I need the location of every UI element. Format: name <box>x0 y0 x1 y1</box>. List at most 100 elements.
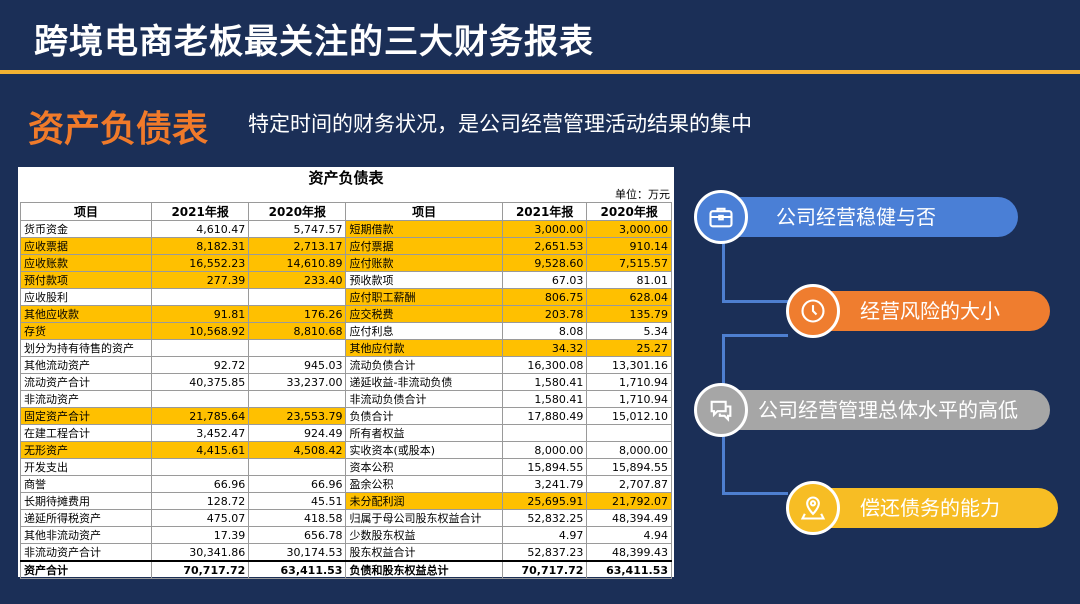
table-cell-item: 非流动负债合计 <box>345 390 503 408</box>
table-cell-value: 48,394.49 <box>586 509 672 527</box>
table-cell-value: 45.51 <box>248 492 347 510</box>
table-cell-item: 应付职工薪酬 <box>345 288 503 306</box>
table-cell-value: 52,832.25 <box>501 509 588 527</box>
table-cell-item: 预收款项 <box>345 271 503 289</box>
table-cell-value: 17,880.49 <box>501 407 588 425</box>
table-cell-value: 910.14 <box>586 237 672 255</box>
chat-icon <box>694 383 748 437</box>
table-cell-value: 81.01 <box>586 271 672 289</box>
table-cell-value: 5,747.57 <box>248 220 347 238</box>
table-cell-item: 开发支出 <box>19 458 153 476</box>
table-cell-value: 21,785.64 <box>151 407 250 425</box>
table-row: 商誉 66.96 66.96 盈余公积 3,241.79 2,707.87 <box>19 475 672 493</box>
table-cell-value: 233.40 <box>248 271 347 289</box>
point-label: 公司经营稳健与否 <box>776 205 936 229</box>
table-cell-value: 475.07 <box>151 509 250 527</box>
table-row: 递延所得税资产 475.07 418.58 归属于母公司股东权益合计 52,832.25… <box>19 509 672 527</box>
table-cell-value: 8,182.31 <box>151 237 250 255</box>
table-cell-value: 4,508.42 <box>248 441 347 459</box>
table-cell-value: 2,651.53 <box>501 237 588 255</box>
table-cell-item: 存货 <box>19 322 153 340</box>
table-cell-item: 未分配利润 <box>345 492 503 510</box>
table-cell-item: 其他应付款 <box>345 339 503 357</box>
table-cell-item: 应收票据 <box>19 237 153 255</box>
table-cell-value: 33,237.00 <box>248 373 347 391</box>
header-2021: 2021年报 <box>501 202 588 221</box>
table-cell-value: 277.39 <box>151 271 250 289</box>
table-cell-item: 股东权益合计 <box>345 543 503 562</box>
table-cell-item: 长期待摊费用 <box>19 492 153 510</box>
table-cell-value: 66.96 <box>248 475 347 493</box>
table-cell-item: 资本公积 <box>345 458 503 476</box>
table-cell-value: 5.34 <box>586 322 672 340</box>
table-cell-value: 1,710.94 <box>586 390 672 408</box>
table-cell-value: 3,000.00 <box>501 220 588 238</box>
table-cell-value: 34.32 <box>501 339 588 357</box>
table-cell-value: 15,894.55 <box>501 458 588 476</box>
table-row: 划分为持有待售的资产 其他应付款 34.32 25.27 <box>19 339 672 357</box>
table-cell-value: 1,580.41 <box>501 390 588 408</box>
table-cell-value <box>586 424 672 442</box>
table-body: 货币资金 4,610.47 5,747.57 短期借款 3,000.00 3,000.00… <box>19 220 672 579</box>
table-cell-value <box>151 458 250 476</box>
table-cell-item: 应付利息 <box>345 322 503 340</box>
header-2020: 2020年报 <box>248 202 347 221</box>
table-cell-item: 应交税费 <box>345 305 503 323</box>
table-cell-item: 应收股利 <box>19 288 153 306</box>
table-cell-value: 52,837.23 <box>501 543 588 562</box>
table-cell-value: 30,174.53 <box>248 543 347 562</box>
table-cell-value: 4.97 <box>501 526 588 544</box>
table-row: 长期待摊费用 128.72 45.51 未分配利润 25,695.91 21,792.07 <box>19 492 672 510</box>
table-header-row: 项目 2021年报 2020年报 项目 2021年报 2020年报 <box>19 202 672 221</box>
section-subtitle: 特定时间的财务状况，是公司经营管理活动结果的集中 <box>248 112 752 136</box>
connector-line <box>722 300 788 303</box>
table-cell-value: 8.08 <box>501 322 588 340</box>
point-management: 公司经营管理总体水平的高低 <box>700 390 1050 430</box>
table-cell-value: 135.79 <box>586 305 672 323</box>
table-cell-item: 货币资金 <box>19 220 153 238</box>
balance-sheet: 资产负债表 单位：万元 项目 2021年报 2020年报 项目 2021年报 2… <box>18 167 674 579</box>
table-cell-value: 3,241.79 <box>501 475 588 493</box>
table-cell-value: 945.03 <box>248 356 347 374</box>
sheet-title: 资产负债表 <box>308 169 384 187</box>
table-cell-value: 13,301.16 <box>586 356 672 374</box>
table-row: 其他应收款 91.81 176.26 应交税费 203.78 135.79 <box>19 305 672 323</box>
location-icon <box>786 481 840 535</box>
table-cell-value: 17.39 <box>151 526 250 544</box>
table-row: 无形资产 4,415.61 4,508.42 实收资本(或股本) 8,000.00 8,0… <box>19 441 672 459</box>
table-cell-item: 流动负债合计 <box>345 356 503 374</box>
table-cell-value: 1,710.94 <box>586 373 672 391</box>
table-cell-value: 8,000.00 <box>586 441 672 459</box>
table-row: 非流动资产合计 30,341.86 30,174.53 股东权益合计 52,837.23… <box>19 543 672 562</box>
table-cell-value: 9,528.60 <box>501 254 588 272</box>
table-cell-value: 66.96 <box>151 475 250 493</box>
table-cell-item: 所有者权益 <box>345 424 503 442</box>
table-cell-value: 3,452.47 <box>151 424 250 442</box>
balance-sheet-table: 项目 2021年报 2020年报 项目 2021年报 2020年报 货币资金 4,… <box>19 202 672 579</box>
header-2020: 2020年报 <box>586 202 672 221</box>
header-2021: 2021年报 <box>151 202 250 221</box>
table-row: 存货 10,568.92 8,810.68 应付利息 8.08 5.34 <box>19 322 672 340</box>
table-cell-item: 非流动资产 <box>19 390 153 408</box>
header-item: 项目 <box>19 202 153 221</box>
point-stability: 公司经营稳健与否 <box>700 197 1018 237</box>
table-cell-item: 递延所得税资产 <box>19 509 153 527</box>
table-cell-value <box>501 424 588 442</box>
table-cell-value: 10,568.92 <box>151 322 250 340</box>
connector-line <box>722 334 725 398</box>
table-cell-item: 无形资产 <box>19 441 153 459</box>
table-cell-value: 176.26 <box>248 305 347 323</box>
table-cell-value: 924.49 <box>248 424 347 442</box>
table-cell-item: 资产合计 <box>19 560 153 579</box>
table-cell-value: 418.58 <box>248 509 347 527</box>
header-item: 项目 <box>345 202 503 221</box>
table-cell-value: 3,000.00 <box>586 220 672 238</box>
sheet-unit: 单位：万元 <box>615 188 670 201</box>
table-cell-item: 负债合计 <box>345 407 503 425</box>
table-cell-value: 128.72 <box>151 492 250 510</box>
table-row: 预付款项 277.39 233.40 预收款项 67.03 81.01 <box>19 271 672 289</box>
table-cell-value <box>248 390 347 408</box>
point-label: 偿还债务的能力 <box>860 496 1000 520</box>
table-cell-value <box>151 288 250 306</box>
table-cell-value: 70,717.72 <box>501 560 588 579</box>
